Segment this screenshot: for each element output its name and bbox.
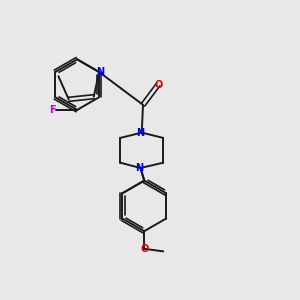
- Text: N: N: [96, 67, 104, 77]
- Text: F: F: [49, 105, 56, 115]
- Text: O: O: [140, 244, 149, 254]
- Text: O: O: [154, 80, 162, 90]
- Text: N: N: [136, 128, 144, 138]
- Text: N: N: [136, 163, 144, 173]
